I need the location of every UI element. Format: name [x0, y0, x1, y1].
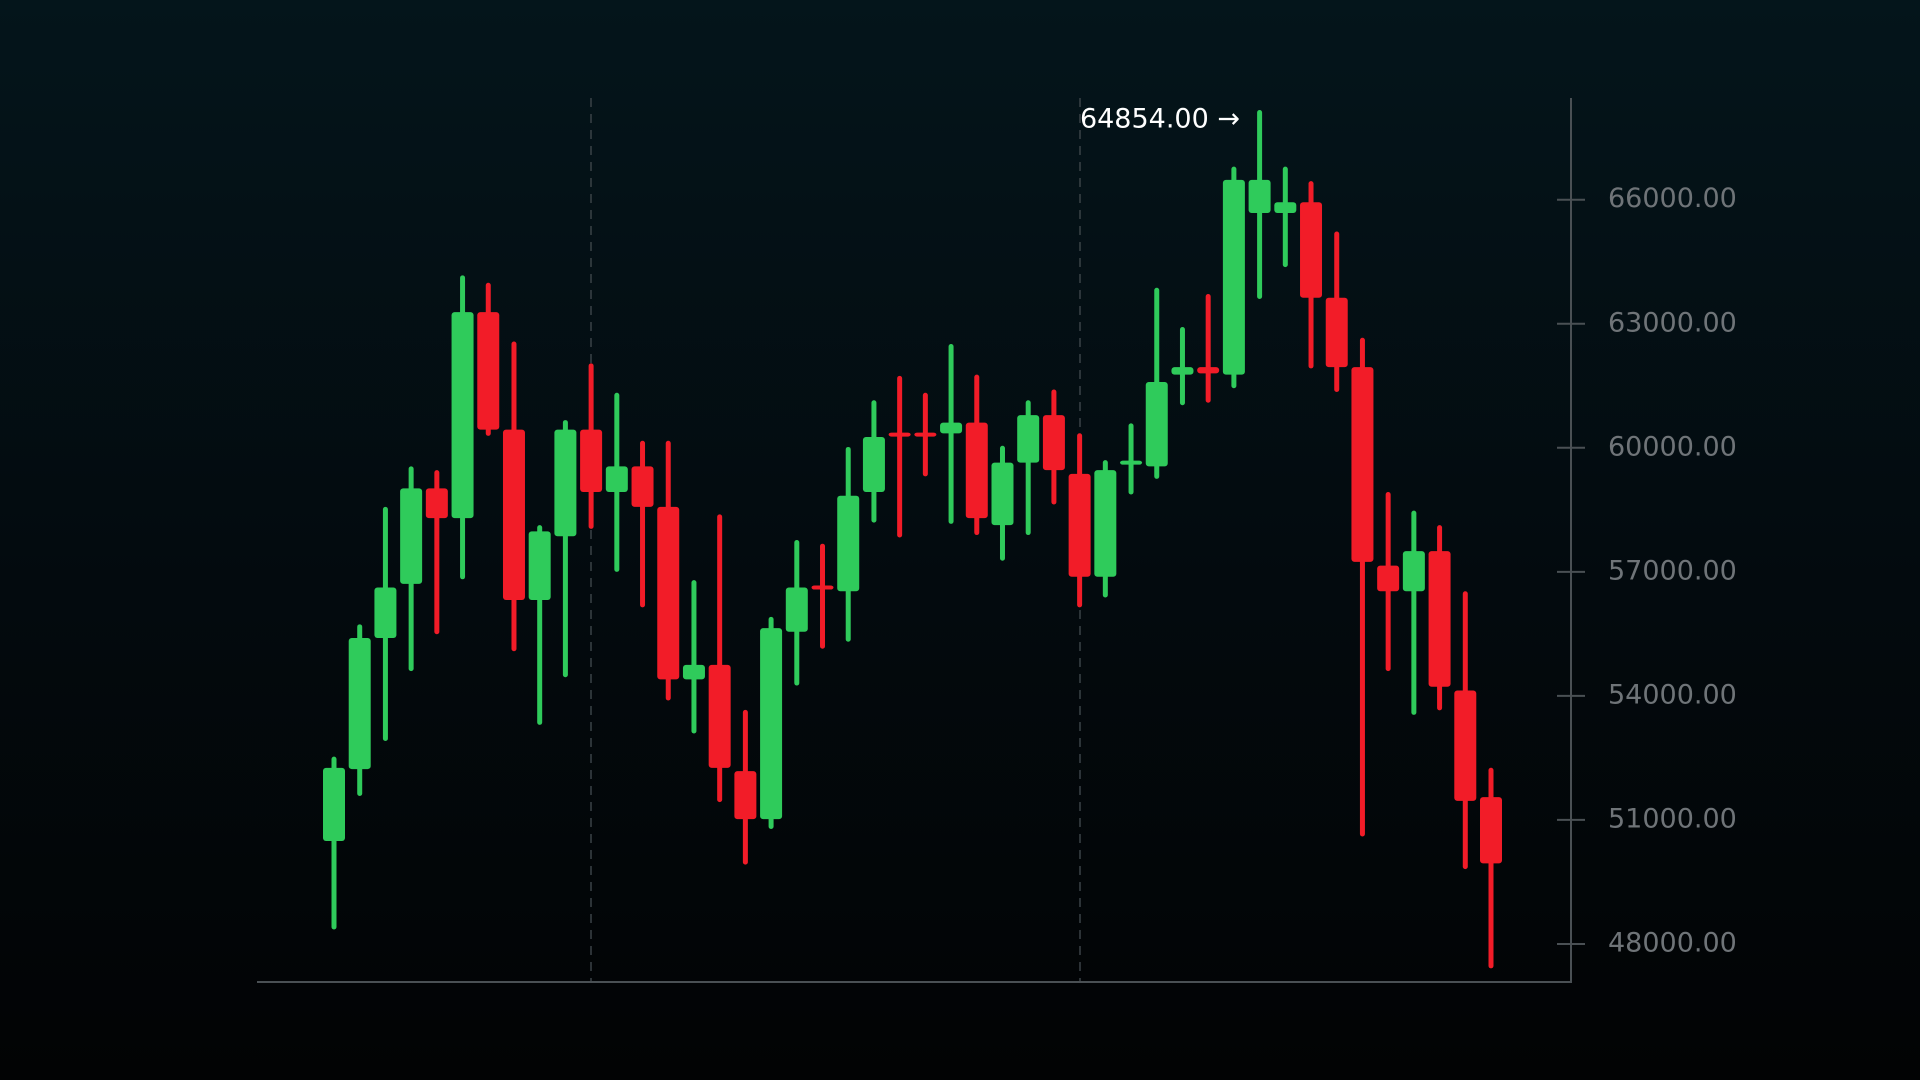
candle-body — [1068, 473, 1091, 577]
y-tick-label: 57000.00 — [1608, 555, 1737, 586]
y-tick-label: 48000.00 — [1608, 927, 1737, 958]
candle-body — [1042, 415, 1065, 471]
candle-body — [1454, 690, 1477, 801]
candle-body — [1222, 179, 1245, 375]
candle-body — [760, 628, 783, 820]
candle-body — [991, 462, 1014, 526]
candle-body — [1171, 367, 1194, 375]
y-tick-label: 60000.00 — [1608, 431, 1737, 462]
candle-body — [940, 422, 963, 434]
candle-body — [888, 432, 911, 437]
candle-body — [477, 312, 500, 430]
candle-body — [580, 429, 603, 493]
candle-body — [837, 495, 860, 592]
candle-body — [657, 506, 680, 680]
candles — [323, 109, 1502, 969]
candle-body — [425, 488, 448, 519]
candle-body — [1377, 565, 1400, 592]
candle-body — [400, 488, 423, 584]
candle-body — [708, 664, 731, 768]
y-tick-label: 66000.00 — [1608, 183, 1737, 214]
candle-body — [811, 585, 834, 590]
candle-body — [965, 422, 988, 519]
candle-body — [1274, 202, 1297, 213]
y-tick-label: 54000.00 — [1608, 679, 1737, 710]
candle-body — [502, 429, 525, 600]
candle-body — [1248, 179, 1271, 213]
candle-body — [785, 587, 808, 632]
candle-body — [862, 437, 885, 493]
candle-body — [1145, 382, 1168, 467]
candle-body — [1480, 797, 1502, 864]
candle-body — [1120, 460, 1143, 465]
candle-body — [1351, 367, 1374, 562]
candle-body — [348, 637, 371, 770]
candle-body — [1300, 202, 1323, 298]
candle-body — [451, 312, 474, 519]
candle-body — [631, 466, 654, 507]
candle-body — [1017, 415, 1040, 463]
candle-body — [734, 771, 757, 820]
candle-body — [1325, 297, 1348, 368]
candle-body — [605, 466, 628, 493]
candle-body — [323, 767, 345, 842]
candle-body — [1428, 551, 1451, 687]
price-annotation: 64854.00 → — [1080, 104, 1240, 135]
candle-body — [1402, 551, 1425, 592]
candle-body — [1094, 470, 1117, 577]
candle-body — [914, 432, 937, 437]
y-tick-label: 51000.00 — [1608, 803, 1737, 834]
candle-body — [682, 664, 705, 680]
candle-body — [554, 429, 577, 537]
y-tick-label: 63000.00 — [1608, 307, 1737, 338]
candle-body — [374, 587, 397, 638]
candle-body — [1197, 367, 1220, 374]
candle-body — [528, 531, 551, 600]
